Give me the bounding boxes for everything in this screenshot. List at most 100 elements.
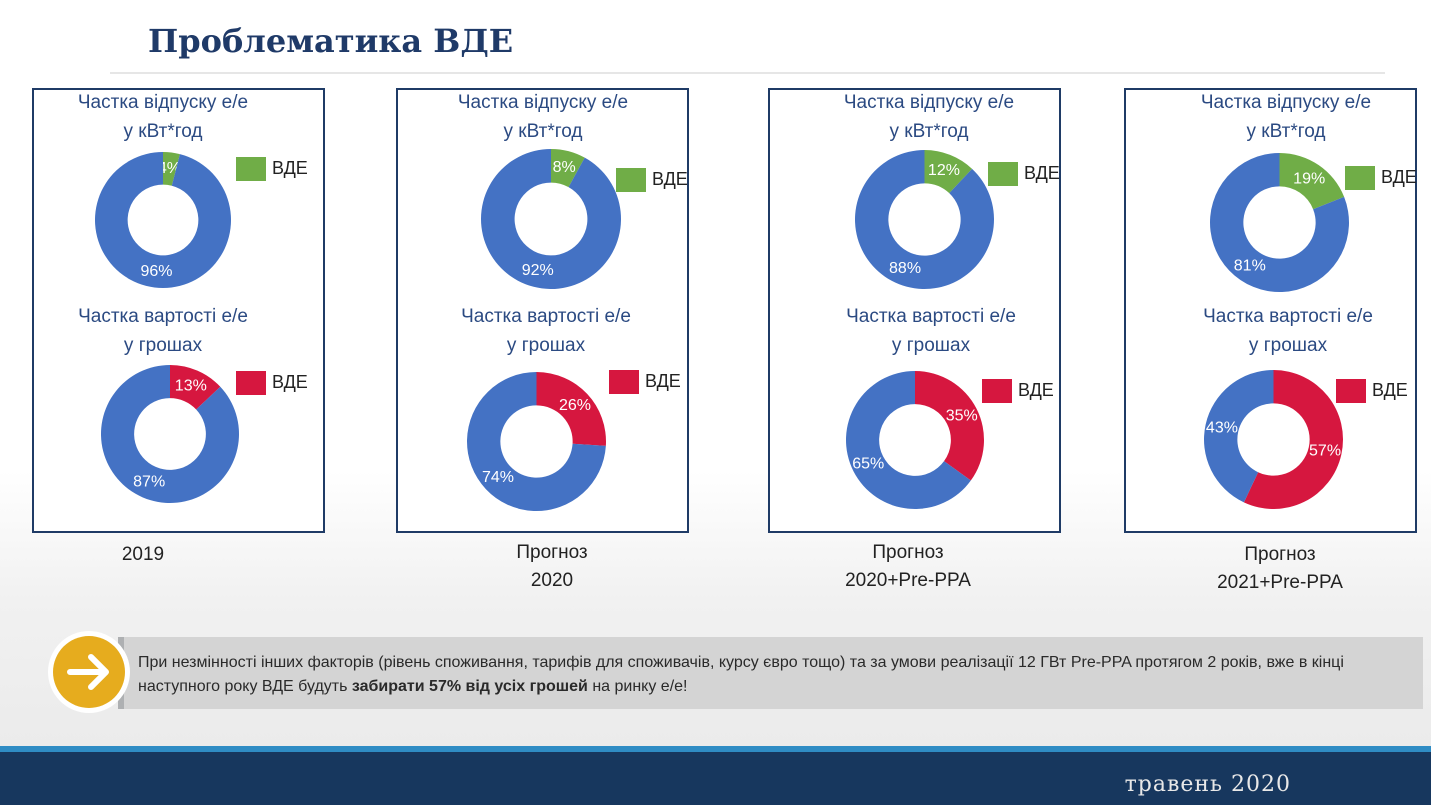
donut-slice-other: [855, 150, 994, 289]
donut-data-label: 57%: [1309, 443, 1341, 460]
legend-label: ВДЕ: [272, 372, 308, 392]
donut-chart: 12% 88%: [855, 150, 994, 289]
title-divider: [110, 72, 1385, 74]
caption-line1: Прогноз: [1244, 544, 1316, 565]
caption-line2: 2021+Pre-PPA: [1217, 572, 1343, 593]
donut-slice-res: [915, 371, 984, 481]
donut-chart: 8% 92%: [481, 149, 621, 289]
donut-data-label: 74%: [482, 469, 514, 486]
pie-title-line1: Частка вартості е/е: [1203, 306, 1373, 327]
donut-slice-res: [1279, 153, 1345, 210]
donut-chart: 4%96%: [94, 152, 232, 288]
donut-slice-other: [100, 365, 239, 503]
pie-title-line2: у кВт*год: [123, 121, 203, 142]
conclusion-note: При незмінності інших факторів (рівень с…: [118, 637, 1423, 709]
donut-slice-other: [467, 372, 606, 511]
donut-data-label: 81%: [1234, 258, 1266, 275]
pie-title-top: Частка відпуску е/е у кВт*год: [779, 88, 1079, 146]
donut-slice-res: [924, 150, 973, 194]
legend-swatch: [1336, 379, 1366, 403]
arrow-right-glyph: [67, 654, 109, 690]
donut-slice-other: [94, 152, 232, 288]
legend-label: ВДЕ: [1018, 380, 1054, 400]
donut-chart: 19% 81%: [1210, 153, 1349, 292]
pie-title-line2: у грошах: [123, 335, 203, 356]
panel-caption: Прогноз 2020: [432, 539, 672, 595]
donut-chart: 26% 74%: [467, 372, 606, 511]
donut-slice-other: [1204, 370, 1274, 503]
donut-chart: 13% 87%: [100, 365, 239, 503]
legend-swatch: [982, 379, 1012, 403]
donut-data-label: 65%: [852, 455, 884, 472]
donut-slice-other: [846, 371, 971, 509]
pie-title-top: Частка відпуску е/е у кВт*год: [1136, 88, 1431, 146]
donut-data-label: 96%: [141, 263, 173, 280]
pie-title-line2: у кВт*год: [503, 121, 583, 142]
panel-caption: Прогноз 2021+Pre-PPA: [1160, 541, 1400, 597]
donut-slice-res: [551, 149, 585, 188]
donut-chart: 35% 65%: [846, 371, 984, 509]
panel-caption: 2019: [23, 541, 263, 569]
donut-slice-res: [536, 372, 606, 446]
donut-data-label: 26%: [559, 397, 591, 414]
pie-title-line2: у кВт*год: [1246, 121, 1326, 142]
note-bold-part: 57% від усіх грошей: [429, 678, 588, 695]
pie-title-bottom: Частка вартості е/е у грошах: [781, 302, 1081, 360]
panel-caption: Прогноз 2020+Pre-PPA: [788, 539, 1028, 595]
arrow-right-icon: [53, 636, 125, 708]
pie-title-line2: у грошах: [506, 335, 586, 356]
pie-title-line1: Частка вартості е/е: [461, 306, 631, 327]
pie-title-line2: у грошах: [891, 335, 971, 356]
donut-data-label: 12%: [928, 162, 960, 179]
pie-title-line2: у кВт*год: [889, 121, 969, 142]
pie-title-line1: Частка відпуску е/е: [843, 92, 1015, 113]
donut-slice-res: [163, 152, 180, 186]
footer-stripe: [0, 746, 1431, 752]
caption-line2: 2020+Pre-PPA: [845, 570, 971, 591]
donut-slice-other: [481, 149, 621, 289]
legend-swatch: [1345, 166, 1375, 190]
legend-swatch: [616, 168, 646, 192]
pie-title-line1: Частка вартості е/е: [846, 306, 1016, 327]
legend-label: ВДЕ: [652, 169, 688, 189]
pie-title-line1: Частка відпуску е/е: [457, 92, 629, 113]
legend-label: ВДЕ: [272, 158, 308, 178]
pie-title-line1: Частка відпуску е/е: [77, 92, 249, 113]
pie-title-bottom: Частка вартості е/е у грошах: [1138, 302, 1431, 360]
legend-swatch: [236, 157, 266, 181]
pie-title-bottom: Частка вартості е/е у грошах: [13, 302, 313, 360]
legend-swatch: [988, 162, 1018, 186]
donut-slice-other: [1210, 153, 1349, 292]
note-text-part: на ринку е/е!: [587, 678, 688, 695]
page-title: Проблематика ВДЕ: [148, 22, 514, 60]
legend-label: ВДЕ: [1381, 167, 1417, 187]
legend-label: ВДЕ: [1024, 163, 1060, 183]
caption-line1: Прогноз: [872, 542, 944, 563]
legend-swatch: [609, 370, 639, 394]
pie-title-line1: Частка вартості е/е: [78, 306, 248, 327]
legend-label: ВДЕ: [1372, 380, 1408, 400]
caption-line1: 2019: [121, 544, 165, 565]
donut-slice-res: [1243, 370, 1343, 509]
donut-data-label: 13%: [175, 377, 207, 394]
footer-bar: травень 2020: [0, 752, 1431, 805]
donut-data-label: 88%: [889, 260, 921, 277]
donut-data-label: 92%: [522, 262, 554, 279]
note-text-part: При незмінності інших факторів (рівень с…: [138, 654, 1344, 695]
legend-swatch: [236, 371, 266, 395]
donut-slice-res: [170, 365, 221, 410]
pie-title-line2: у грошах: [1248, 335, 1328, 356]
pie-title-bottom: Частка вартості е/е у грошах: [396, 302, 696, 360]
legend-label: ВДЕ: [645, 371, 681, 391]
note-bold-part: забирати: [351, 678, 425, 695]
donut-data-label: 19%: [1293, 170, 1325, 187]
donut-data-label: 8%: [553, 159, 576, 176]
donut-data-label: 43%: [1206, 419, 1238, 436]
donut-data-label: 35%: [946, 408, 978, 425]
donut-data-label: 87%: [133, 474, 165, 491]
note-text: При незмінності інших факторів (рівень с…: [138, 651, 1408, 699]
pie-title-top: Частка відпуску е/е у кВт*год: [393, 88, 693, 146]
pie-title-top: Частка відпуску е/е у кВт*год: [13, 88, 313, 146]
caption-line1: Прогноз: [516, 542, 588, 563]
donut-chart: 57% 43%: [1204, 370, 1343, 509]
